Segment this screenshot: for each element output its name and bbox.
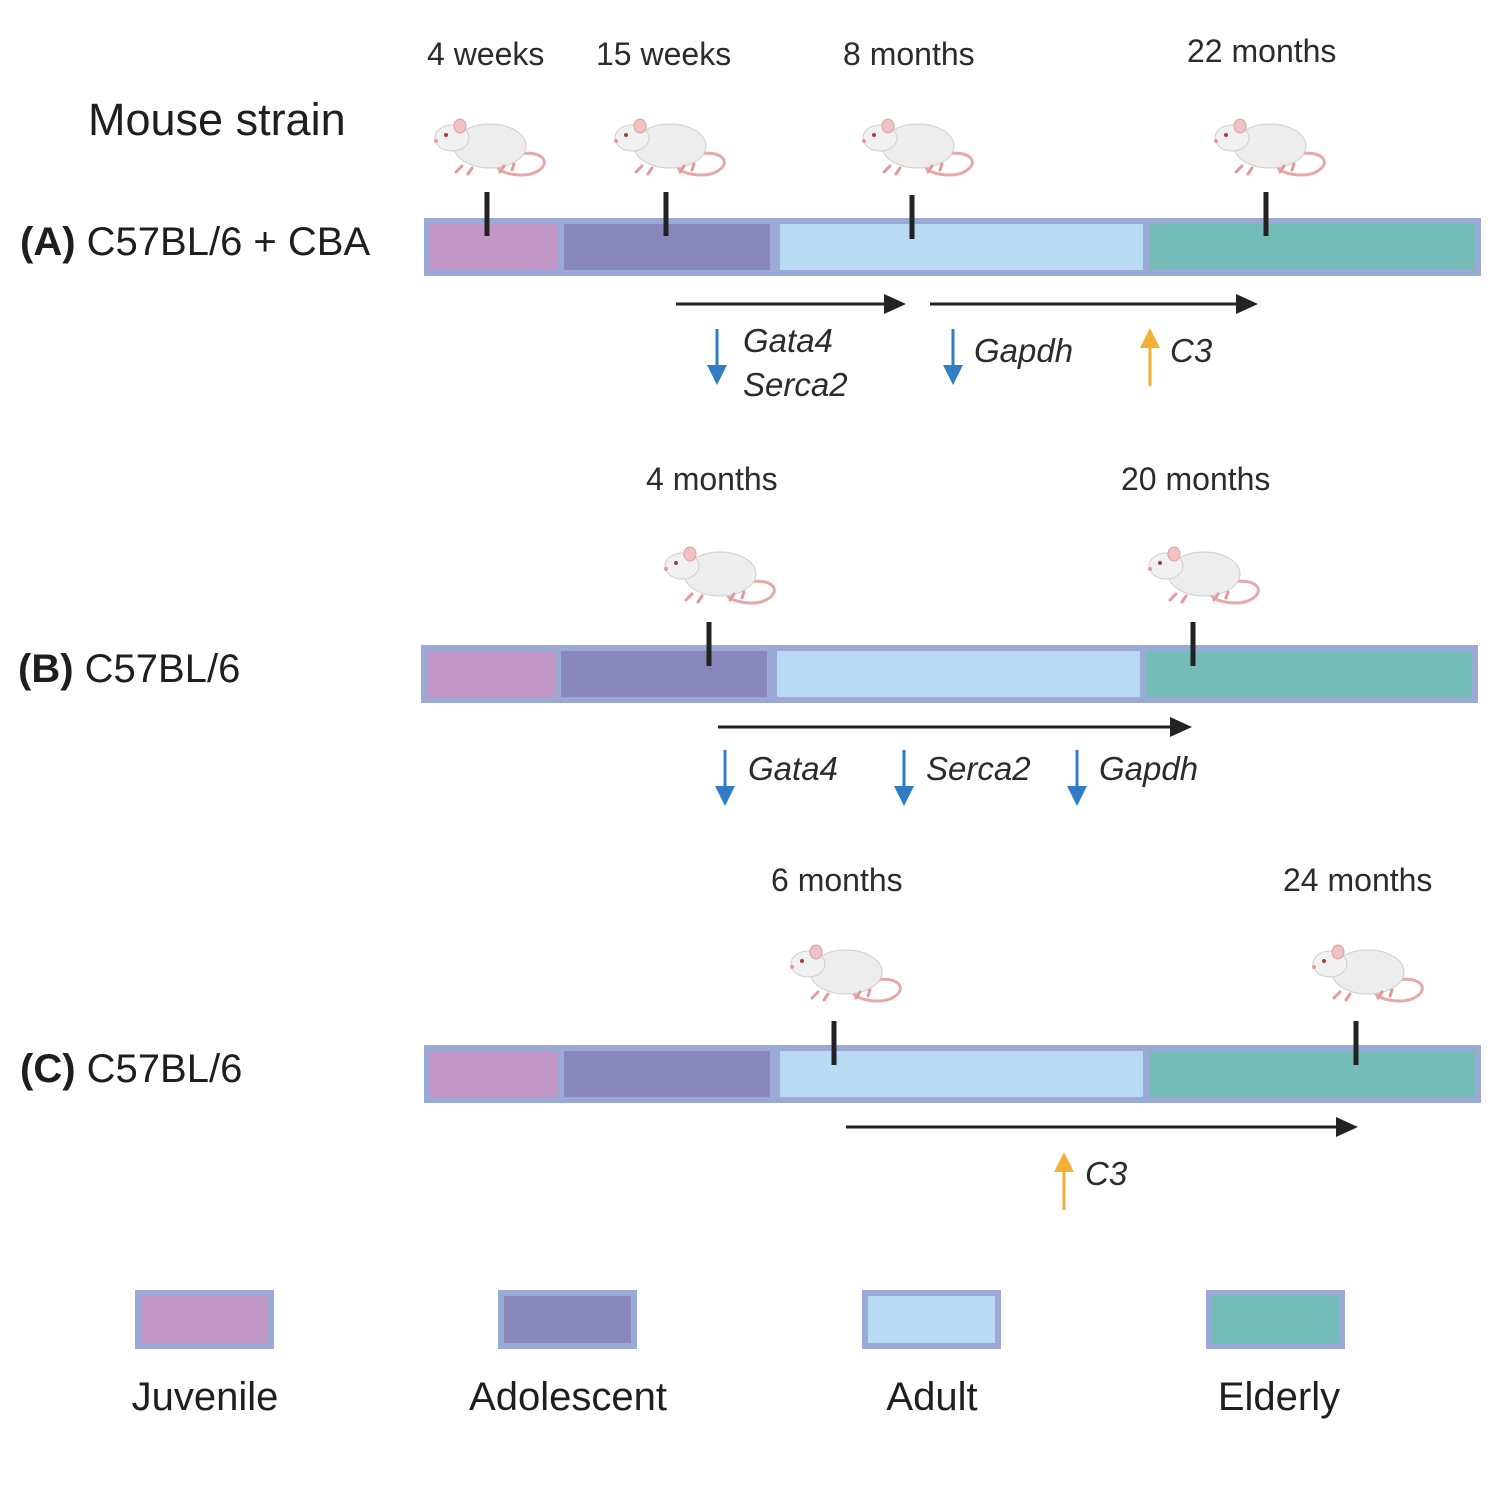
legend-elderly-swatch xyxy=(1206,1290,1345,1349)
panel-b-down-arrow-serca2 xyxy=(892,748,916,808)
panel-c-juvenile-segment xyxy=(430,1051,558,1097)
panel-a-interval-arrowhead-2 xyxy=(1236,294,1258,314)
panel-b-down-arrow-gapdh xyxy=(1065,748,1089,808)
legend-juvenile-label: Juvenile xyxy=(131,1375,279,1419)
panel-a-strain-label: (A) C57BL/6 + CBA xyxy=(20,220,370,265)
panel-b-interval-arrowhead xyxy=(1170,717,1192,737)
panel-b-timepoint-1: 4 months xyxy=(646,461,778,497)
panel-c-interval-arrowhead xyxy=(1336,1117,1358,1137)
panel-b-juvenile-segment xyxy=(427,651,555,697)
panel-c-strain-label: (C) C57BL/6 xyxy=(20,1047,242,1092)
panel-b-strain-label: (B) C57BL/6 xyxy=(18,647,240,692)
legend-adolescent-label: Adolescent xyxy=(469,1375,667,1419)
panel-b-letter: (B) xyxy=(18,647,74,691)
legend-adolescent-swatch xyxy=(498,1290,637,1349)
panel-c-timepoint-2: 24 months xyxy=(1283,862,1433,898)
panel-a-timepoint-3: 8 months xyxy=(843,36,975,72)
panel-a-mouse-1 xyxy=(432,117,546,177)
panel-b-gene-gapdh: Gapdh xyxy=(1099,750,1199,787)
legend-elderly-label: Elderly xyxy=(1217,1375,1341,1419)
panel-c-up-arrow-c3 xyxy=(1052,1150,1076,1212)
panel-a-letter: (A) xyxy=(20,220,76,264)
legend-adult-label: Adult xyxy=(886,1375,978,1419)
panel-c-strain: C57BL/6 xyxy=(86,1047,243,1091)
panel-a-gene-gata4: Gata4 xyxy=(743,322,833,359)
panel-c-gene-c3: C3 xyxy=(1085,1155,1128,1192)
panel-c-adolescent-segment xyxy=(564,1051,770,1097)
panel-b-adolescent-segment xyxy=(561,651,767,697)
panel-a-adult-segment xyxy=(780,224,1143,270)
panel-a-mouse-4 xyxy=(1212,117,1326,177)
panel-b-mouse-1 xyxy=(662,545,776,605)
panel-a-timeline-bar xyxy=(424,218,1481,276)
panel-c-elderly-segment xyxy=(1149,1051,1475,1097)
panel-c-letter: (C) xyxy=(20,1047,76,1091)
figure-title: Mouse strain xyxy=(88,94,346,145)
panel-a-down-arrow-gapdh xyxy=(941,327,965,387)
panel-a-elderly-segment xyxy=(1149,224,1475,270)
panel-c-mouse-2 xyxy=(1310,943,1424,1003)
panel-a-mouse-3 xyxy=(860,117,974,177)
panel-a-mouse-2 xyxy=(612,117,726,177)
panel-a-timepoint-4: 22 months xyxy=(1187,33,1337,69)
legend-adult-swatch xyxy=(862,1290,1001,1349)
panel-a-interval-arrowhead-1 xyxy=(884,294,906,314)
panel-a-gene-c3: C3 xyxy=(1170,332,1213,369)
panel-b-down-arrow-gata4 xyxy=(713,748,737,808)
panel-a-timepoint-2: 15 weeks xyxy=(596,36,732,72)
panel-b-strain: C57BL/6 xyxy=(84,647,241,691)
panel-c-timepoint-1: 6 months xyxy=(771,862,903,898)
panel-b-mouse-2 xyxy=(1146,545,1260,605)
panel-a-gene-serca2: Serca2 xyxy=(743,366,848,403)
panel-a-juvenile-segment xyxy=(430,224,558,270)
panel-a-down-arrow-gata4-serca2 xyxy=(705,327,729,387)
panel-b-gene-gata4: Gata4 xyxy=(748,750,838,787)
panel-b-adult-segment xyxy=(777,651,1140,697)
panel-a-up-arrow-c3 xyxy=(1138,326,1162,388)
legend-juvenile-swatch xyxy=(135,1290,274,1349)
panel-a-gene-gapdh: Gapdh xyxy=(974,332,1074,369)
panel-b-gene-serca2: Serca2 xyxy=(926,750,1031,787)
panel-b-timeline-bar xyxy=(421,645,1478,703)
panel-b-elderly-segment xyxy=(1146,651,1472,697)
panel-c-mouse-1 xyxy=(788,943,902,1003)
panel-c-adult-segment xyxy=(780,1051,1143,1097)
panel-c-timeline-bar xyxy=(424,1045,1481,1103)
panel-a-timepoint-1: 4 weeks xyxy=(427,36,545,72)
panel-a-strain: C57BL/6 + CBA xyxy=(86,220,371,264)
panel-b-timepoint-2: 20 months xyxy=(1121,461,1271,497)
